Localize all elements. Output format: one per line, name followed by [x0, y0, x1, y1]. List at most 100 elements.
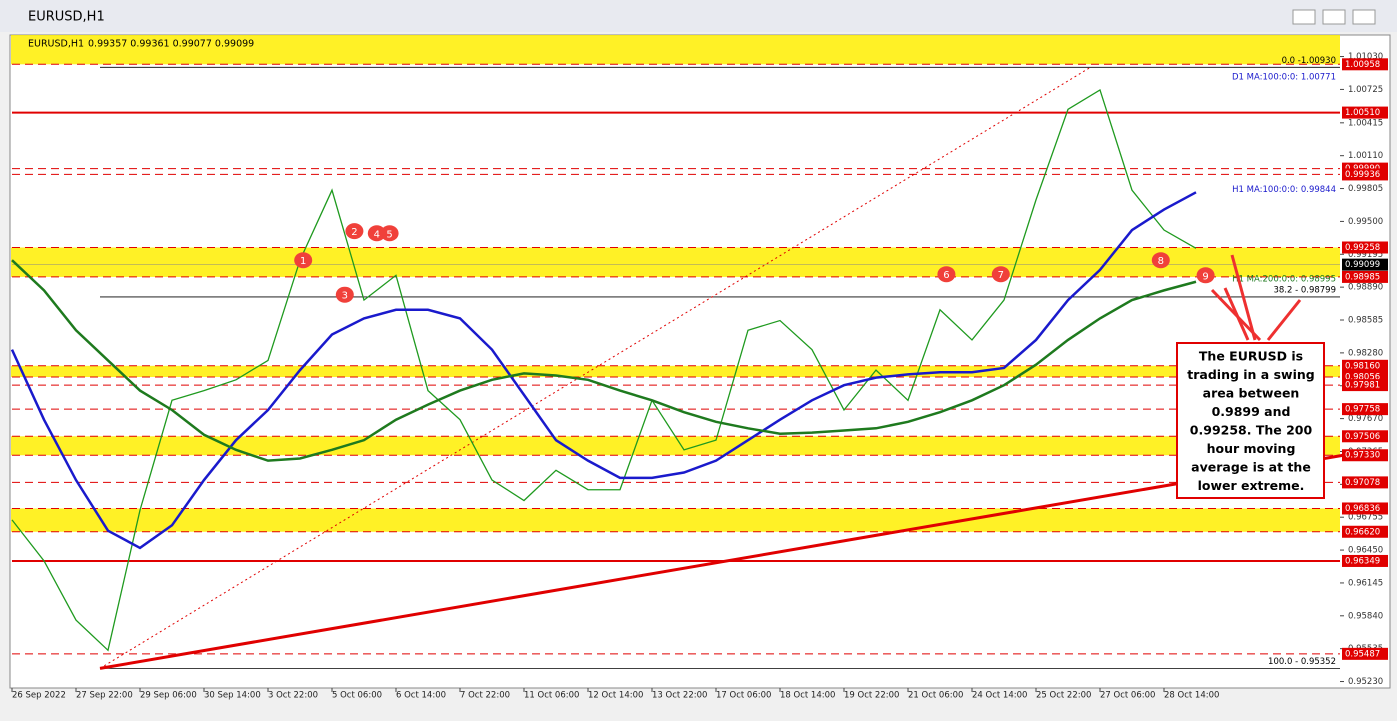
callout-text: area between: [1203, 386, 1300, 401]
swing-marker: [1196, 267, 1215, 284]
series-line: [10, 191, 1197, 550]
ohlc: 0.99357 0.99361 0.99077 0.99099: [88, 39, 254, 50]
level-label: 0.98056: [1345, 373, 1380, 383]
x-tick-label: 27 Sep 22:00: [76, 691, 133, 701]
level-tag: [1342, 525, 1388, 538]
callout-text: average is at the: [1191, 460, 1311, 475]
callout-text: 0.99258. The 200: [1190, 423, 1313, 438]
last-price-tag: [1342, 258, 1388, 271]
series-line: [11, 259, 1197, 462]
chart-area: [9, 34, 1391, 689]
x-tick-label: 25 Oct 22:00: [1036, 691, 1091, 701]
level-tag: [1342, 647, 1388, 660]
x-tick-label: 30 Sep 14:00: [204, 691, 261, 701]
x-tick-label: 6 Oct 14:00: [396, 691, 446, 701]
level-label: 0.98160: [1345, 361, 1380, 371]
level-label: 0.99258: [1345, 243, 1380, 253]
level-tag: [1342, 430, 1388, 443]
level-tag: [1342, 270, 1388, 283]
level-label: 0.97506: [1345, 432, 1380, 442]
arrow: [1210, 288, 1262, 342]
fib-label: 0.0 -1.00930: [1282, 56, 1336, 66]
trendline: [99, 453, 1344, 670]
y-tick-label: 0.98280: [1348, 348, 1383, 358]
trendline: [99, 66, 1091, 669]
y-tick-label: 0.99500: [1348, 217, 1383, 227]
y-tick-label: 0.95230: [1348, 677, 1383, 687]
x-tick-label: 24 Oct 14:00: [972, 691, 1027, 701]
fib-label: 100.0 - 0.95352: [1268, 657, 1336, 667]
marker-label: 3: [342, 291, 348, 302]
level-tag: [1342, 449, 1388, 462]
d1-ma-label: D1 MA:100:0:0: 1.00771: [1232, 73, 1336, 83]
swing-marker: [937, 266, 956, 283]
y-tick-label: 0.96450: [1348, 546, 1383, 556]
marker-label: 5: [386, 229, 392, 240]
y-tick-label: 0.98585: [1348, 316, 1383, 326]
swing-band: [11, 436, 1340, 456]
ma-label: H1 MA:200:0:0: 0.98995: [1232, 274, 1336, 284]
swing-marker: [335, 286, 354, 303]
level-label: 0.98985: [1345, 272, 1380, 282]
y-tick-label: 1.00110: [1348, 151, 1383, 161]
swing-marker: [367, 225, 386, 242]
x-tick-label: 7 Oct 22:00: [460, 691, 510, 701]
x-tick-label: 27 Oct 06:00: [1100, 691, 1155, 701]
y-tick-label: 0.96145: [1348, 578, 1383, 588]
window-title: EURUSD,H1: [28, 10, 105, 25]
level-tag: [1342, 379, 1388, 392]
x-tick-label: 21 Oct 06:00: [908, 691, 963, 701]
level-tag: [1342, 106, 1388, 119]
level-label: 1.00510: [1345, 108, 1380, 118]
marker-label: 9: [1202, 271, 1208, 282]
level-tag: [1342, 476, 1388, 489]
level-tag: [1342, 502, 1388, 515]
x-tick-label: 12 Oct 14:00: [588, 691, 643, 701]
callout-text: lower extreme.: [1198, 478, 1305, 493]
y-tick-label: 0.97670: [1348, 414, 1383, 424]
level-tag: [1342, 241, 1388, 254]
level-label: 0.96349: [1345, 556, 1380, 566]
x-tick-label: 19 Oct 22:00: [844, 691, 899, 701]
x-tick-label: 13 Oct 22:00: [652, 691, 707, 701]
marker-label: 4: [374, 229, 380, 240]
y-tick-label: 0.99195: [1348, 250, 1383, 260]
callout-text: 0.9899 and: [1212, 404, 1291, 419]
level-tag: [1342, 554, 1388, 567]
swing-marker: [380, 225, 399, 242]
callout-text: The EURUSD is: [1199, 349, 1303, 364]
y-tick-label: 0.99805: [1348, 184, 1383, 194]
swing-marker: [1151, 252, 1170, 269]
swing-marker: [294, 252, 313, 269]
x-tick-label: 17 Oct 06:00: [716, 691, 771, 701]
close[interactable]: [1352, 9, 1376, 25]
symbol: EURUSD,H1: [28, 39, 84, 50]
x-tick-label: 5 Oct 06:00: [332, 691, 382, 701]
minimize[interactable]: [1292, 9, 1316, 25]
swing-marker: [991, 266, 1010, 283]
level-label: 1.00958: [1345, 60, 1380, 70]
marker-label: 8: [1158, 256, 1164, 267]
arrow: [1266, 299, 1302, 341]
level-label: 0.97758: [1345, 405, 1380, 415]
swing-band: [11, 247, 1340, 277]
marker-label: 6: [943, 270, 949, 281]
title-bar: [0, 0, 1397, 32]
marker-label: 2: [351, 227, 357, 238]
x-tick-label: 26 Sep 2022: [12, 691, 66, 701]
level-tag: [1342, 359, 1388, 372]
y-tick-label: 1.00725: [1348, 85, 1383, 95]
series-line: [11, 88, 1197, 652]
y-tick-label: 1.00415: [1348, 118, 1383, 128]
level-tag: [1342, 168, 1388, 181]
swing-band: [11, 35, 1340, 65]
level-label: 0.97330: [1345, 451, 1380, 461]
callout-box: [1176, 342, 1325, 499]
y-tick-label: 0.95840: [1348, 611, 1383, 621]
maximize[interactable]: [1322, 9, 1346, 25]
x-tick-label: 11 Oct 06:00: [524, 691, 579, 701]
x-tick-label: 18 Oct 14:00: [780, 691, 835, 701]
ma-label: H1 MA:100:0:0: 0.99844: [1232, 185, 1336, 195]
x-tick-label: 29 Sep 06:00: [140, 691, 197, 701]
